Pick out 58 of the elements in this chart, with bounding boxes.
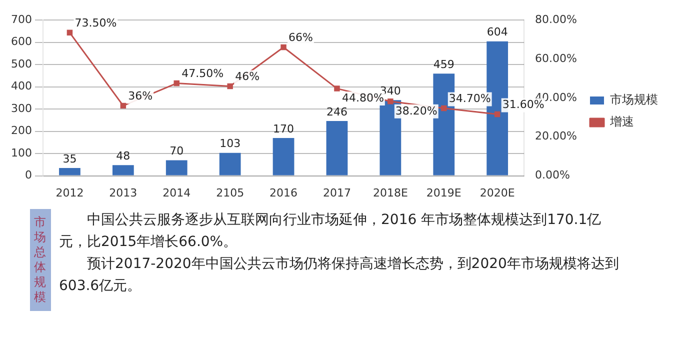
y2-tick-label: 60.00% (535, 52, 578, 65)
data-label: 604 (486, 26, 508, 39)
bar (272, 138, 294, 176)
bar (219, 152, 241, 176)
bar (112, 165, 134, 176)
x-tick-label: 2105 (216, 186, 244, 200)
y-tick-label: 600 (10, 35, 32, 48)
y-tick-label: 200 (10, 124, 32, 138)
data-label: 36% (128, 90, 153, 103)
x-tick-label: 2018E (372, 186, 408, 200)
data-label: 73.50% (74, 16, 117, 30)
y2-tick-label: 20.00% (535, 130, 578, 143)
data-label: 66% (288, 31, 313, 44)
text: 中国公共云服务逐步从互联网向行业市场延伸，2016 年市场整体规模达到170.1亿元，比2015年增长66.0%。 (59, 211, 602, 252)
data-label: 35 (62, 152, 77, 166)
x-tick-label: 2017 (322, 186, 351, 200)
bar (59, 168, 80, 176)
data-label: 34.70% (448, 92, 491, 106)
point (227, 83, 233, 90)
x-tick-label: 2016 (270, 186, 298, 200)
y-tick-label: 100 (10, 146, 32, 160)
point (334, 86, 340, 92)
data-label: 44.80% (342, 91, 384, 104)
text: 预计2017-2020年中国公共云市场仍将保持高速增长态势，到2020年市场规模将达到603.6亿元。 (59, 255, 619, 296)
y-tick-label: 700 (10, 12, 32, 26)
data-label: 103 (220, 137, 241, 150)
data-label: 48 (116, 149, 130, 162)
data-label: 38.20% (395, 104, 438, 118)
text: 市场总体规模 (30, 209, 51, 311)
point (66, 30, 73, 36)
data-label: 170 (273, 122, 294, 136)
y2-tick-label: 0.00% (535, 168, 570, 182)
point (388, 98, 394, 104)
point (120, 102, 126, 109)
y-tick-label: 400 (10, 80, 32, 93)
data-label: 47.50% (182, 67, 224, 80)
y-tick-label: 500 (10, 57, 32, 70)
legend-label: 市场规模 (610, 92, 658, 107)
point (280, 44, 286, 50)
x-tick-label: 2020E (480, 186, 515, 200)
data-label: 246 (326, 105, 348, 118)
x-tick-label: 2013 (109, 186, 138, 200)
data-label: 459 (433, 58, 454, 71)
x-tick-label: 2014 (162, 186, 191, 200)
x-tick-label: 2012 (56, 186, 84, 200)
bar (326, 121, 348, 176)
bar (166, 160, 188, 176)
data-label: 31.60% (502, 98, 544, 112)
data-label: 46% (235, 70, 260, 84)
y-tick-label: 0 (24, 168, 32, 182)
x-tick-label: 2019E (426, 186, 462, 200)
point (174, 80, 180, 86)
point (441, 105, 447, 112)
y-tick-label: 300 (10, 102, 32, 115)
legend-label: 增速 (609, 114, 634, 129)
data-label: 70 (170, 144, 184, 158)
point (494, 111, 500, 118)
y2-tick-label: 80.00% (535, 12, 578, 26)
